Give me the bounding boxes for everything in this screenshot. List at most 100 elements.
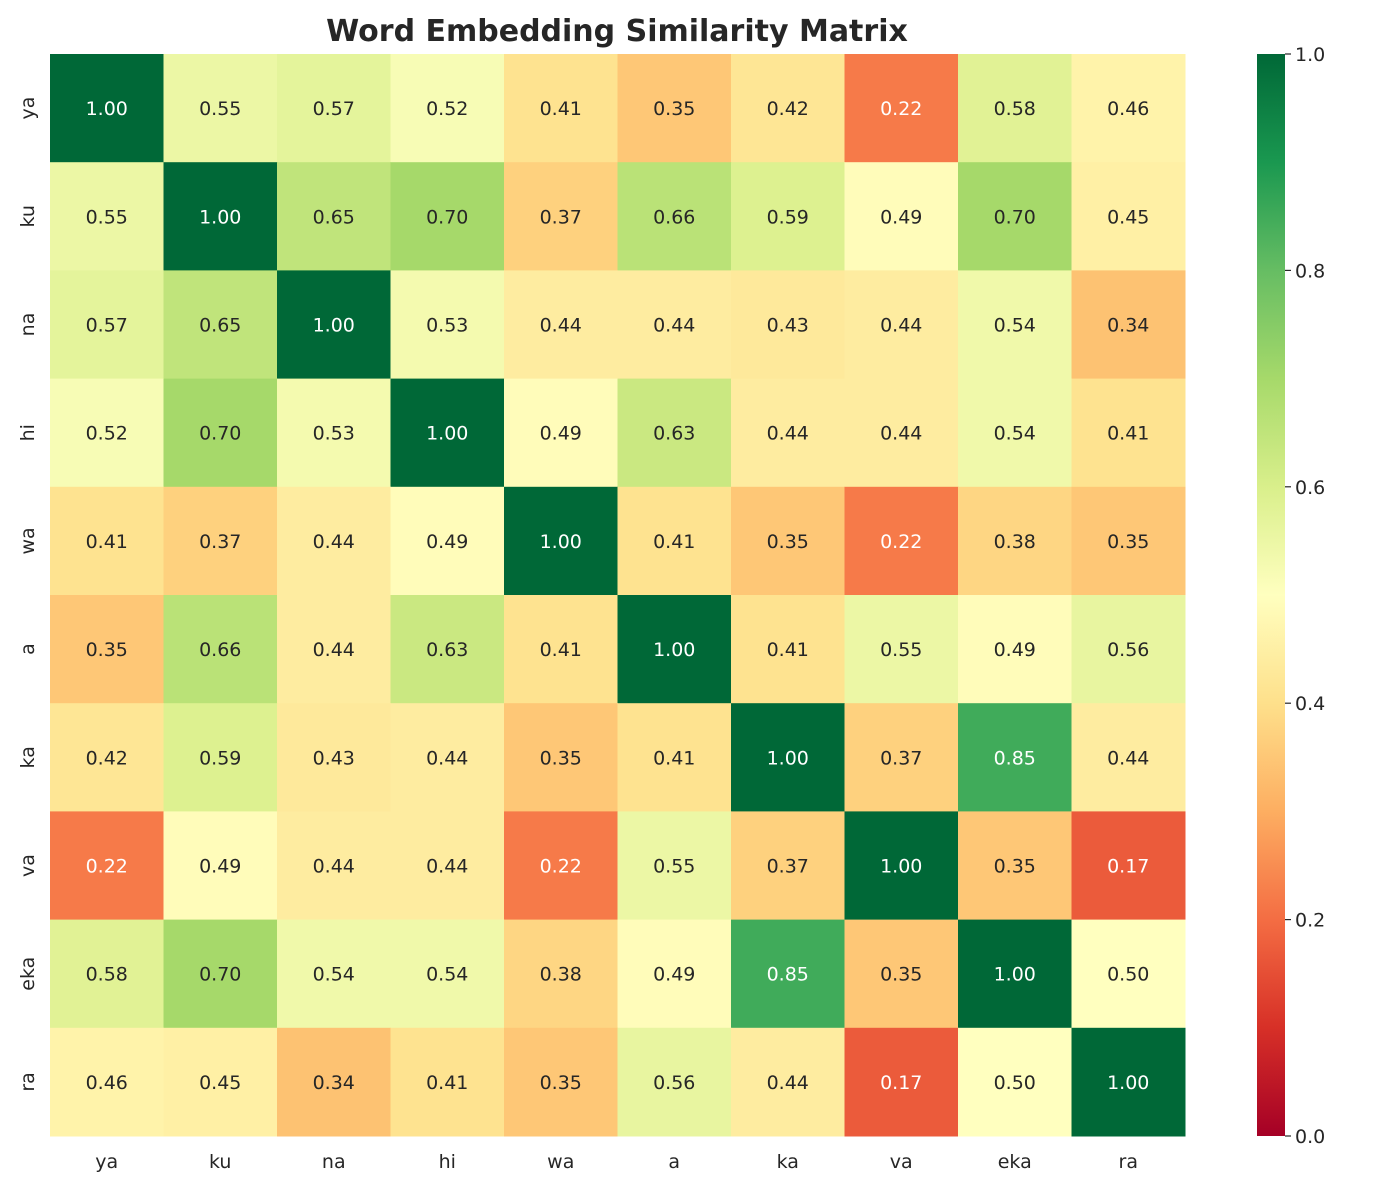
heatmap-cell — [277, 486, 391, 596]
cell-annotation: 0.38 — [540, 964, 582, 986]
heatmap-cell — [844, 811, 959, 921]
cell-annotation: 0.22 — [880, 531, 922, 553]
heatmap-cell — [617, 703, 732, 812]
heatmap-cell — [504, 270, 618, 380]
cell-annotation: 0.37 — [199, 531, 241, 553]
x-tick-label: ya — [95, 1151, 118, 1173]
heatmap-cell — [163, 54, 278, 163]
x-tick-label: wa — [547, 1151, 574, 1173]
heatmap-cell — [844, 378, 959, 488]
heatmap-cell — [958, 270, 1072, 380]
heatmap-cell — [731, 919, 845, 1029]
y-tick-label: ra — [17, 1072, 39, 1091]
y-tick-label: a — [17, 643, 39, 655]
heatmap-cell — [1071, 378, 1186, 488]
cell-annotation: 1.00 — [426, 423, 468, 445]
cell-annotation: 0.35 — [653, 98, 695, 120]
cell-annotation: 0.22 — [86, 856, 128, 878]
cell-annotation: 0.52 — [86, 423, 128, 445]
heatmap-cell — [958, 378, 1072, 488]
cell-annotation: 0.44 — [767, 1072, 809, 1094]
cell-annotation: 0.70 — [199, 423, 241, 445]
cell-annotation: 0.44 — [426, 856, 468, 878]
cell-annotation: 1.00 — [994, 964, 1036, 986]
cell-annotation: 0.66 — [199, 639, 241, 661]
cell-annotation: 0.45 — [1107, 206, 1149, 228]
cell-annotation: 0.35 — [86, 639, 128, 661]
cell-annotation: 0.58 — [994, 98, 1036, 120]
cell-annotation: 0.44 — [1107, 747, 1149, 769]
cell-annotation: 0.49 — [540, 423, 582, 445]
cell-annotation: 0.41 — [653, 531, 695, 553]
cell-annotation: 0.35 — [994, 856, 1036, 878]
heatmap-cell — [50, 270, 164, 380]
cell-annotation: 0.59 — [199, 747, 241, 769]
heatmap-cell — [390, 1027, 505, 1137]
heatmap-cell — [163, 270, 278, 380]
heatmap-cell — [844, 1027, 959, 1137]
cell-annotation: 0.35 — [540, 747, 582, 769]
cell-annotation: 0.44 — [540, 315, 582, 337]
heatmap-cell — [277, 54, 391, 163]
heatmap-cell — [617, 378, 732, 488]
cell-annotation: 0.65 — [199, 315, 241, 337]
heatmap-cell — [504, 486, 618, 596]
heatmap-cell — [277, 919, 391, 1029]
cell-annotation: 0.57 — [86, 315, 128, 337]
x-tick-label: eka — [998, 1151, 1032, 1173]
heatmap-cell — [958, 486, 1072, 596]
cell-annotation: 0.44 — [426, 747, 468, 769]
heatmap-cell — [390, 270, 505, 380]
cell-annotation: 0.54 — [426, 964, 468, 986]
cell-annotation: 0.22 — [880, 98, 922, 120]
heatmap-cell — [390, 378, 505, 488]
cell-annotation: 0.53 — [313, 423, 355, 445]
heatmap-cell — [617, 595, 732, 704]
x-tick-label: a — [668, 1151, 680, 1173]
cell-annotation: 0.43 — [313, 747, 355, 769]
cell-annotation: 0.34 — [1107, 315, 1149, 337]
colorbar-tick-label: 0.8 — [1295, 260, 1325, 282]
heatmap-cell — [731, 486, 845, 596]
y-tick-label: ya — [17, 97, 39, 120]
heatmap-cell — [617, 919, 732, 1029]
heatmap-cell — [163, 486, 278, 596]
heatmap-cell — [277, 270, 391, 380]
heatmap-cell — [504, 811, 618, 921]
heatmap-cell — [390, 703, 505, 812]
cell-annotation: 0.49 — [653, 964, 695, 986]
cell-annotation: 0.44 — [313, 639, 355, 661]
cell-annotation: 0.50 — [1107, 964, 1149, 986]
cell-annotation: 1.00 — [880, 856, 922, 878]
heatmap-cell — [1071, 919, 1186, 1029]
cell-annotation: 0.35 — [540, 1072, 582, 1094]
cell-annotation: 0.70 — [426, 206, 468, 228]
heatmap-cell — [958, 162, 1072, 271]
heatmap-cell — [163, 162, 278, 271]
cell-annotation: 0.70 — [994, 206, 1036, 228]
cell-annotation: 0.42 — [767, 98, 809, 120]
heatmap-cell — [1071, 595, 1186, 704]
heatmap-cell — [731, 270, 845, 380]
y-tick-label: ku — [17, 205, 39, 227]
cell-annotation: 0.55 — [653, 856, 695, 878]
heatmap-cell — [50, 54, 164, 163]
heatmap-cell — [163, 919, 278, 1029]
heatmap-cell — [504, 703, 618, 812]
heatmap-cell — [163, 595, 278, 704]
cell-annotation: 0.43 — [767, 315, 809, 337]
cell-annotation: 1.00 — [653, 639, 695, 661]
heatmap-cell — [731, 1027, 845, 1137]
heatmap-cell — [163, 378, 278, 488]
cell-annotation: 0.41 — [540, 639, 582, 661]
cell-annotation: 0.34 — [313, 1072, 355, 1094]
heatmap-cell — [50, 919, 164, 1029]
heatmap-cell — [844, 703, 959, 812]
cell-annotation: 0.50 — [994, 1072, 1036, 1094]
heatmap-cell — [617, 270, 732, 380]
x-tick-label: na — [322, 1151, 346, 1173]
cell-annotation: 0.44 — [313, 856, 355, 878]
y-tick-label: va — [17, 854, 39, 877]
cell-annotation: 0.49 — [199, 856, 241, 878]
heatmap-cell — [277, 595, 391, 704]
